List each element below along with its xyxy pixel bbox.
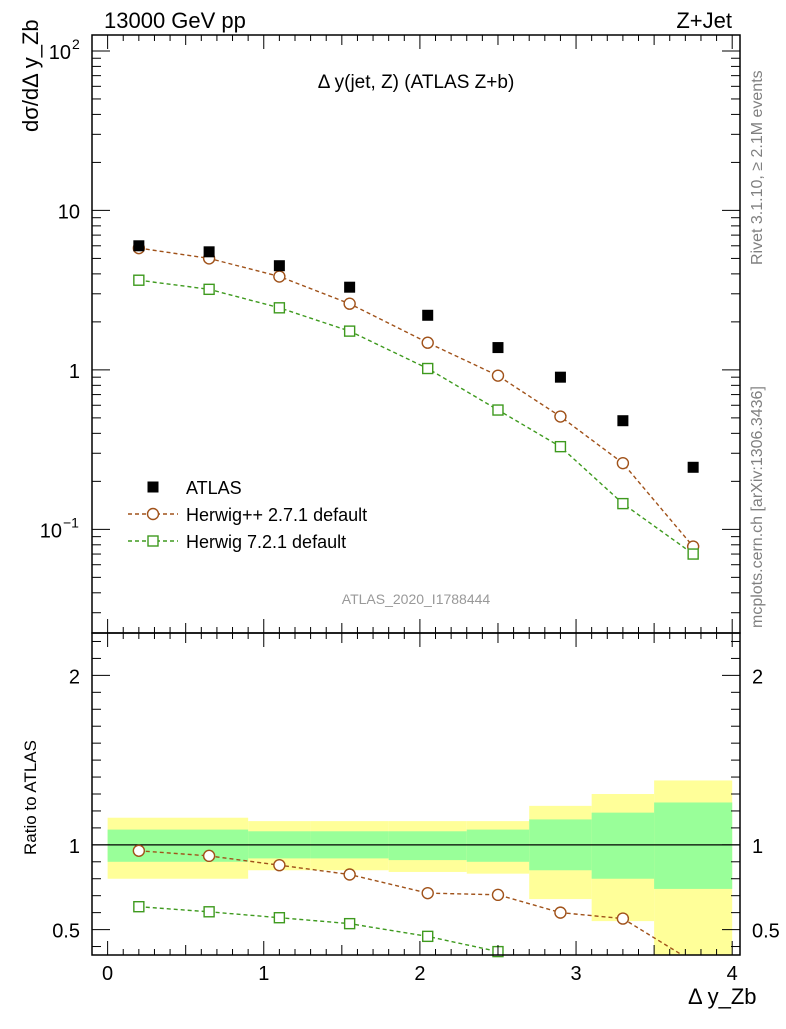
atlas-point bbox=[273, 260, 285, 272]
x-tick-label: 2 bbox=[414, 963, 425, 985]
herwig7-ratio-point bbox=[133, 901, 145, 913]
legend-herwigpp-label: Herwig++ 2.7.1 default bbox=[186, 505, 367, 525]
ratio-panel: 0 1 2 3 4 2 2 1 1 0.5 0.5 Ratio to ATLAS bbox=[21, 632, 780, 985]
herwig7-point bbox=[554, 440, 567, 453]
y-tick-label-main: 1 bbox=[69, 361, 80, 383]
y-tick-label-ratio-right: 0.5 bbox=[752, 921, 780, 943]
y-tick-label-ratio-right: 2 bbox=[752, 666, 763, 688]
y-axis-label-ratio: Ratio to ATLAS bbox=[21, 740, 40, 855]
y-tick-label-main-exp: −1 bbox=[63, 514, 79, 530]
herwig7-ratio-point bbox=[273, 912, 286, 924]
atlas-point bbox=[344, 281, 356, 293]
herwig7-point bbox=[687, 548, 699, 560]
chart-title: Δ y(jet, Z) (ATLAS Z+b) bbox=[318, 72, 515, 93]
herwig7-point bbox=[617, 497, 629, 510]
herwigpp-ratio-line bbox=[138, 850, 683, 956]
herwig7-point bbox=[273, 302, 286, 314]
ratio-band-green bbox=[107, 829, 249, 862]
x-axis-label: Δ y_Zb bbox=[688, 984, 757, 1009]
atlas-point bbox=[492, 342, 504, 354]
rivet-version-label: Rivet 3.1.10, ≥ 2.1M events bbox=[749, 70, 766, 265]
x-axis-label-text: Δ y_Zb bbox=[688, 984, 757, 1009]
y-tick-label-main-exp: 2 bbox=[72, 36, 80, 52]
ratio-band-green bbox=[654, 802, 733, 889]
herwig7-point bbox=[343, 325, 356, 337]
atlas-point bbox=[687, 461, 699, 473]
legend-herwig7-marker bbox=[147, 535, 159, 547]
y-tick-label-ratio: 2 bbox=[69, 666, 80, 688]
herwig7-ratio-line bbox=[138, 906, 499, 953]
herwig7-point bbox=[133, 274, 145, 286]
herwigpp-ratio-point bbox=[343, 868, 356, 881]
main-data-layer bbox=[132, 240, 700, 560]
ratio-axes: 0 1 2 3 4 2 2 1 1 0.5 0.5 bbox=[52, 633, 780, 985]
herwigpp-ratio-point bbox=[132, 844, 146, 857]
atlas-point bbox=[133, 240, 145, 252]
herwigpp-point bbox=[343, 297, 356, 310]
herwigpp-point bbox=[491, 369, 505, 382]
y-axis-label-main: dσ/dΔ y_Zb bbox=[18, 19, 43, 132]
y-axis-label-main-text: dσ/dΔ y_Zb bbox=[18, 19, 43, 132]
atlas-point bbox=[422, 309, 434, 321]
herwigpp-point bbox=[421, 336, 434, 349]
herwig7-ratio-point bbox=[203, 906, 215, 918]
atlas-point bbox=[554, 371, 566, 383]
herwigpp-ratio-point bbox=[554, 906, 567, 919]
process-label: Z+Jet bbox=[676, 8, 732, 33]
legend: ATLAS Herwig++ 2.7.1 default Herwig 7.2.1 … bbox=[128, 478, 367, 552]
collision-energy-label: 13000 GeV pp bbox=[104, 8, 246, 33]
y-tick-label-main: 10 bbox=[58, 201, 80, 223]
analysis-watermark: ATLAS_2020_I1788444 bbox=[342, 591, 491, 607]
atlas-point bbox=[203, 246, 215, 258]
legend-herwig7-label: Herwig 7.2.1 default bbox=[186, 532, 346, 552]
x-tick-label: 1 bbox=[258, 963, 269, 985]
x-tick-label: 4 bbox=[727, 963, 738, 985]
herwigpp-ratio-point bbox=[421, 886, 434, 900]
ratio-band-green bbox=[591, 812, 655, 879]
herwigpp-ratio-point bbox=[273, 858, 286, 872]
y-tick-label-ratio: 0.5 bbox=[52, 921, 80, 943]
legend-atlas-marker bbox=[147, 481, 159, 493]
herwigpp-ratio-point bbox=[202, 849, 216, 863]
x-tick-label: 3 bbox=[570, 963, 581, 985]
herwigpp-point bbox=[273, 270, 286, 283]
x-tick-label: 0 bbox=[102, 963, 113, 985]
herwigpp-point bbox=[616, 456, 630, 470]
herwig7-point bbox=[422, 362, 434, 375]
ratio-data-layer bbox=[92, 780, 740, 958]
y-tick-label-main-base: 10 bbox=[40, 520, 62, 542]
ratio-band-green bbox=[388, 831, 467, 861]
mcplots-reference-label: mcplots.cern.ch [arXiv:1306.3436] bbox=[749, 386, 766, 628]
herwig7-point bbox=[203, 283, 215, 296]
herwigpp-ratio-point bbox=[491, 888, 505, 902]
ratio-band-green bbox=[466, 829, 530, 862]
y-tick-label-ratio-right: 1 bbox=[752, 836, 763, 858]
herwigpp-ratio-point bbox=[616, 912, 630, 925]
herwig7-ratio-point bbox=[343, 917, 356, 930]
legend-herwigpp-marker bbox=[146, 507, 160, 521]
herwig7-point bbox=[492, 404, 504, 416]
atlas-point bbox=[617, 415, 629, 427]
herwigpp-point bbox=[554, 410, 567, 423]
y-tick-label-main-base: 10 bbox=[49, 42, 71, 64]
herwig7-ratio-point bbox=[422, 930, 434, 943]
y-tick-label-ratio: 1 bbox=[69, 836, 80, 858]
legend-atlas-label: ATLAS bbox=[186, 478, 242, 498]
